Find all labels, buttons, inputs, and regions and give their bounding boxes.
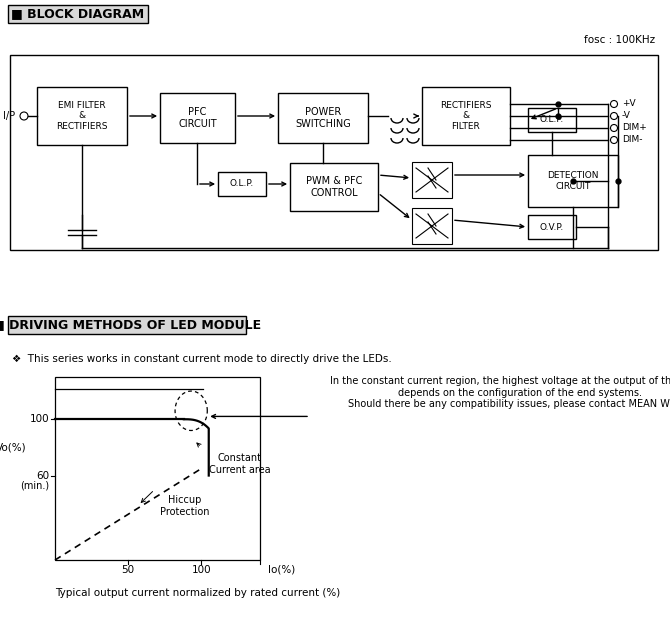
Bar bbox=[278, 93, 368, 143]
Bar bbox=[290, 163, 378, 211]
Bar bbox=[160, 93, 235, 143]
Bar bbox=[218, 172, 266, 196]
Text: ■ DRIVING METHODS OF LED MODULE: ■ DRIVING METHODS OF LED MODULE bbox=[0, 319, 261, 332]
Bar bbox=[55, 377, 260, 560]
Text: -V: -V bbox=[622, 111, 631, 121]
Text: 50: 50 bbox=[122, 565, 135, 575]
Text: POWER
SWITCHING: POWER SWITCHING bbox=[295, 107, 351, 129]
Bar bbox=[528, 108, 576, 132]
Bar bbox=[528, 155, 618, 207]
Text: EMI FILTER
&
RECTIFIERS: EMI FILTER & RECTIFIERS bbox=[56, 101, 108, 131]
Text: DIM+: DIM+ bbox=[622, 124, 647, 132]
Text: RECTIFIERS
&
FILTER: RECTIFIERS & FILTER bbox=[440, 101, 492, 131]
Text: 100: 100 bbox=[29, 414, 49, 424]
Text: I/P: I/P bbox=[3, 111, 15, 121]
Bar bbox=[10, 55, 658, 250]
Text: O.L.P.: O.L.P. bbox=[230, 180, 254, 189]
Bar bbox=[8, 5, 148, 23]
Text: fosc : 100KHz: fosc : 100KHz bbox=[584, 35, 655, 45]
Text: DETECTION
CIRCUIT: DETECTION CIRCUIT bbox=[547, 171, 599, 191]
Text: ■ BLOCK DIAGRAM: ■ BLOCK DIAGRAM bbox=[11, 7, 145, 20]
Text: O.V.P.: O.V.P. bbox=[540, 222, 564, 232]
Bar bbox=[528, 215, 576, 239]
Text: Vo(%): Vo(%) bbox=[0, 443, 27, 452]
Bar bbox=[412, 208, 452, 244]
Bar bbox=[37, 87, 127, 145]
Text: DIM-: DIM- bbox=[622, 136, 643, 144]
Text: Hiccup
Protection: Hiccup Protection bbox=[160, 495, 210, 517]
Bar bbox=[412, 162, 452, 198]
Text: ❖  This series works in constant current mode to directly drive the LEDs.: ❖ This series works in constant current … bbox=[12, 354, 392, 364]
Text: Typical output current normalized by rated current (%): Typical output current normalized by rat… bbox=[55, 588, 340, 598]
Text: In the constant current region, the highest voltage at the output of the driver
: In the constant current region, the high… bbox=[330, 376, 670, 409]
Text: +V: +V bbox=[622, 100, 636, 108]
Text: PWM & PFC
CONTROL: PWM & PFC CONTROL bbox=[306, 176, 362, 198]
Text: O.L.P.: O.L.P. bbox=[540, 116, 564, 124]
Text: Io(%): Io(%) bbox=[268, 565, 295, 575]
Text: 60: 60 bbox=[36, 470, 49, 480]
Text: Constant
Current area: Constant Current area bbox=[209, 453, 271, 475]
Text: 100: 100 bbox=[192, 565, 211, 575]
Text: PFC
CIRCUIT: PFC CIRCUIT bbox=[178, 107, 217, 129]
Bar bbox=[422, 87, 510, 145]
Bar bbox=[8, 316, 246, 334]
Text: (min.): (min.) bbox=[20, 480, 49, 490]
